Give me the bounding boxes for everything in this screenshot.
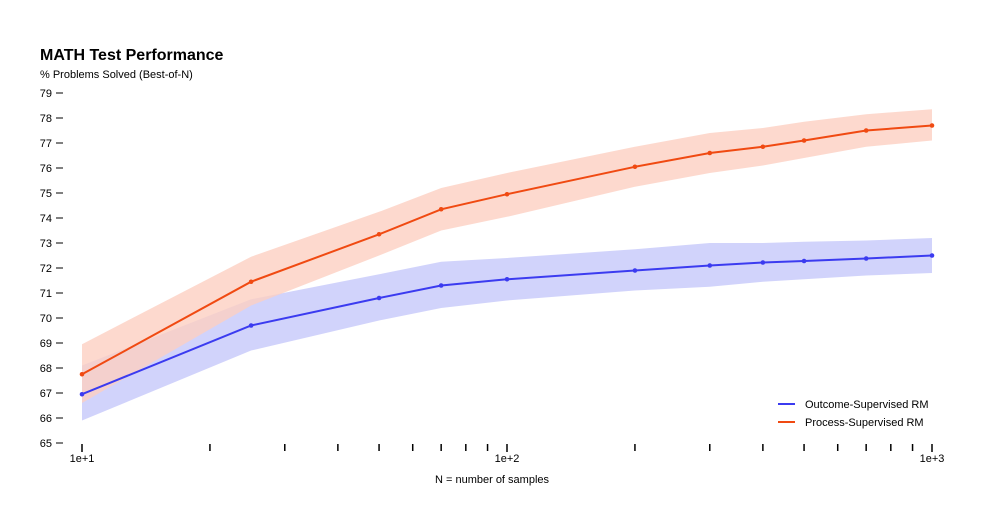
point-outcome-supervised-rm — [504, 276, 510, 282]
point-process-supervised-rm — [248, 279, 254, 285]
y-tick-label: 67 — [40, 388, 52, 400]
point-outcome-supervised-rm — [760, 260, 766, 265]
point-process-supervised-rm — [376, 231, 382, 237]
point-outcome-supervised-rm — [438, 283, 444, 288]
point-outcome-supervised-rm — [376, 295, 382, 301]
point-process-supervised-rm — [438, 206, 444, 212]
y-tick-label: 71 — [40, 288, 52, 300]
y-tick-label: 77 — [40, 138, 52, 150]
point-outcome-supervised-rm — [929, 253, 935, 258]
series-points — [79, 123, 935, 397]
point-process-supervised-rm — [632, 164, 638, 170]
x-tick-label: 1e+2 — [495, 453, 520, 465]
legend: Outcome-Supervised RM Process-Supervised… — [778, 399, 929, 429]
y-tick-label: 68 — [40, 363, 52, 375]
point-process-supervised-rm — [707, 150, 713, 156]
x-axis-label: N = number of samples — [435, 474, 550, 486]
y-tick-label: 72 — [40, 263, 52, 275]
point-process-supervised-rm — [801, 138, 807, 143]
legend-label-outcome: Outcome-Supervised RM — [805, 399, 929, 411]
point-outcome-supervised-rm — [707, 263, 713, 268]
point-outcome-supervised-rm — [632, 268, 638, 273]
y-tick-label: 79 — [40, 88, 52, 100]
x-axis: 1e+1 1e+2 1e+3 — [70, 444, 945, 465]
y-axis: 65 66 67 68 69 70 71 72 73 74 75 76 77 78 79 — [40, 88, 63, 450]
y-tick-label: 69 — [40, 338, 52, 350]
y-tick-label: 75 — [40, 188, 52, 200]
point-process-supervised-rm — [79, 371, 85, 377]
point-outcome-supervised-rm — [801, 258, 807, 264]
band-process-supervised-rm — [82, 109, 932, 404]
point-outcome-supervised-rm — [863, 256, 869, 261]
legend-label-process: Process-Supervised RM — [805, 417, 924, 429]
point-process-supervised-rm — [504, 191, 510, 197]
y-tick-label: 78 — [40, 113, 52, 125]
point-process-supervised-rm — [863, 128, 869, 133]
y-tick-label: 65 — [40, 438, 52, 450]
y-axis-label: % Problems Solved (Best-of-N) — [40, 69, 193, 81]
x-tick-label: 1e+3 — [920, 453, 945, 465]
y-tick-label: 74 — [40, 213, 52, 225]
y-tick-label: 66 — [40, 413, 52, 425]
confidence-bands — [82, 109, 932, 421]
y-tick-label: 73 — [40, 238, 52, 250]
point-process-supervised-rm — [760, 144, 766, 150]
x-tick-label: 1e+1 — [70, 453, 95, 465]
chart-title: MATH Test Performance — [40, 47, 224, 64]
point-process-supervised-rm — [929, 123, 935, 128]
point-outcome-supervised-rm — [79, 391, 85, 397]
point-outcome-supervised-rm — [248, 323, 254, 328]
y-tick-label: 70 — [40, 313, 52, 325]
band-outcome-supervised-rm — [82, 238, 932, 421]
y-tick-label: 76 — [40, 163, 52, 175]
